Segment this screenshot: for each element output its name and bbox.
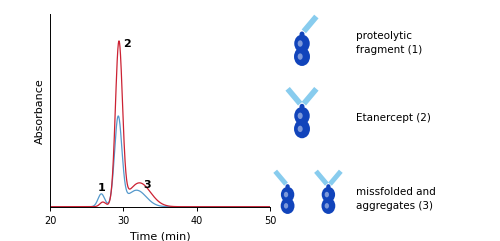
Ellipse shape [294,47,310,66]
FancyArrow shape [328,170,342,186]
Ellipse shape [298,53,302,60]
Ellipse shape [284,203,288,209]
Ellipse shape [298,126,302,132]
FancyArrow shape [302,15,318,33]
Ellipse shape [298,40,302,47]
FancyArrow shape [314,170,328,186]
FancyArrow shape [286,87,302,106]
Ellipse shape [280,198,294,214]
Ellipse shape [294,107,310,125]
Ellipse shape [294,35,310,53]
X-axis label: Time (min): Time (min) [130,232,190,241]
Ellipse shape [324,203,329,209]
Text: 2: 2 [124,39,131,49]
Ellipse shape [281,187,294,202]
Ellipse shape [298,113,302,119]
Y-axis label: Absorbance: Absorbance [34,78,44,144]
Text: missfolded and
aggregates (3): missfolded and aggregates (3) [356,187,436,211]
Ellipse shape [324,192,329,197]
Ellipse shape [286,184,290,189]
Text: 3: 3 [143,180,150,190]
Ellipse shape [300,32,304,37]
Text: Etanercept (2): Etanercept (2) [356,113,431,123]
FancyArrow shape [274,170,288,186]
Ellipse shape [300,104,304,109]
Text: proteolytic
fragment (1): proteolytic fragment (1) [356,31,422,55]
Ellipse shape [294,120,310,138]
Ellipse shape [326,184,330,189]
Text: 1: 1 [98,183,105,193]
Ellipse shape [284,192,288,197]
Ellipse shape [322,187,335,202]
Ellipse shape [322,198,336,214]
FancyArrow shape [302,87,318,106]
